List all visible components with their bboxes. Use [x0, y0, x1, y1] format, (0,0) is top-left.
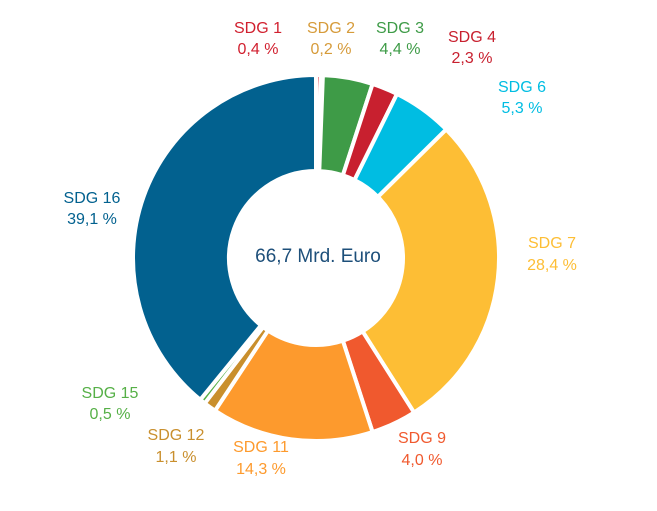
label-sdg-4: SDG 4 2,3 %	[448, 29, 496, 67]
slice-value: 14,3 %	[236, 461, 286, 478]
slice-value: 39,1 %	[67, 211, 117, 228]
slice-name: SDG 2	[307, 20, 355, 37]
slice-name: SDG 7	[528, 235, 576, 252]
slice-value: 28,4 %	[527, 257, 577, 274]
label-sdg-12: SDG 12 1,1 %	[148, 427, 205, 466]
slice-value: 1,1 %	[156, 449, 197, 466]
slice-name: SDG 1	[234, 20, 282, 37]
slice-value: 0,4 %	[238, 41, 279, 58]
label-sdg-16: SDG 16 39,1 %	[64, 190, 121, 228]
slice-value: 4,4 %	[380, 41, 421, 58]
slice-name: SDG 3	[376, 20, 424, 37]
donut-slices	[131, 73, 501, 443]
center-label: 66,7 Mrd. Euro	[255, 246, 381, 267]
slice-value: 0,5 %	[90, 406, 131, 423]
slice-value: 4,0 %	[402, 452, 443, 469]
slice-name: SDG 6	[498, 79, 546, 96]
slice-name: SDG 9	[398, 430, 446, 447]
slice-value: 2,3 %	[452, 50, 493, 67]
label-sdg-11: SDG 11 14,3 %	[233, 439, 289, 478]
label-sdg-3: SDG 3 4,4 %	[376, 20, 424, 58]
label-sdg-1: SDG 1 0,4 %	[234, 20, 282, 58]
slice-name: SDG 4	[448, 29, 496, 46]
label-sdg-2: SDG 2 0,2 %	[307, 20, 355, 58]
label-sdg-15: SDG 15 0,5 %	[82, 385, 139, 423]
slice-sdg-16	[131, 73, 318, 402]
slice-name: SDG 12	[148, 427, 205, 444]
slice-name: SDG 15	[82, 385, 139, 402]
slice-name: SDG 16	[64, 190, 121, 207]
slice-name: SDG 11	[233, 439, 289, 456]
slice-value: 0,2 %	[311, 41, 352, 58]
label-sdg-9: SDG 9 4,0 %	[398, 430, 446, 469]
slice-sdg-7	[360, 127, 501, 415]
label-sdg-7: SDG 7 28,4 %	[527, 235, 577, 274]
label-sdg-6: SDG 6 5,3 %	[498, 79, 546, 117]
slice-value: 5,3 %	[502, 100, 543, 117]
